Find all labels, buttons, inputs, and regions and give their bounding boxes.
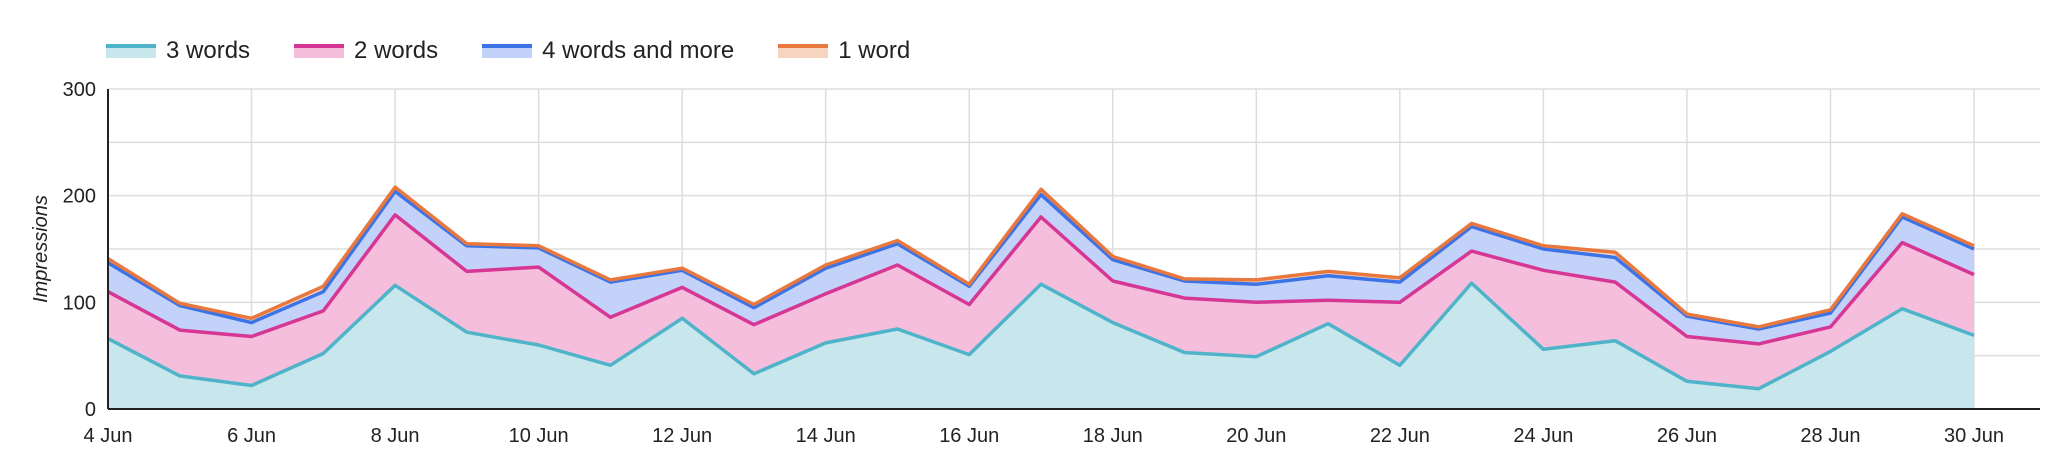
x-tick-label: 30 Jun	[1944, 425, 2004, 447]
area-2-words	[108, 214, 1974, 389]
x-tick-label: 24 Jun	[1513, 425, 1573, 447]
chart-lines	[107, 185, 1975, 391]
y-axis-title: Impressions	[30, 195, 52, 303]
series-line-4-words-and-more	[107, 189, 1975, 331]
x-tick-label: 12 Jun	[652, 425, 712, 447]
x-tick-label: 8 Jun	[371, 425, 420, 447]
y-tick-label: 200	[63, 186, 96, 208]
legend-label-2-words: 2 words	[354, 37, 439, 64]
legend-swatch-4-words-and-more	[482, 44, 533, 58]
x-tick-label: 14 Jun	[796, 425, 856, 447]
series-line-2-words	[107, 213, 1975, 346]
legend-swatch-3-words	[106, 44, 156, 58]
y-tick-label: 0	[85, 399, 96, 421]
x-tick-label: 26 Jun	[1657, 425, 1717, 447]
x-tick-label: 16 Jun	[939, 425, 999, 447]
legend-item-3-words[interactable]: 3 words	[106, 37, 250, 65]
x-tick-label: 22 Jun	[1370, 425, 1430, 447]
x-tick-label: 18 Jun	[1083, 425, 1143, 447]
legend-item-4-words-and-more[interactable]: 4 words and more	[482, 37, 734, 65]
series-line-3-words	[107, 281, 1975, 391]
legend-item-1-word[interactable]: 1 word	[778, 37, 910, 65]
x-tick-label: 6 Jun	[227, 425, 276, 447]
x-tick-label: 20 Jun	[1226, 425, 1286, 447]
legend-swatch-1-word	[778, 44, 829, 58]
x-tick-label: 10 Jun	[509, 425, 569, 447]
x-tick-label: 28 Jun	[1800, 425, 1860, 447]
x-axis-ticks: 4 Jun 6 Jun 8 Jun 10 Jun 12 Jun 14 Jun 16 Jun 1…	[84, 425, 2005, 447]
chart-legend: 3 words 2 words 4 words and more 1 word	[106, 34, 910, 68]
legend-label-1-word: 1 word	[838, 37, 911, 64]
series-line-1-word	[107, 185, 1975, 329]
chart-axes	[107, 89, 2040, 410]
legend-item-2-words[interactable]: 2 words	[294, 37, 438, 65]
legend-label-4-words-and-more: 4 words and more	[542, 37, 735, 64]
y-axis-ticks: 0 100 200 300	[63, 79, 96, 421]
legend-label-3-words: 3 words	[166, 37, 251, 64]
x-tick-label: 4 Jun	[84, 425, 133, 447]
area-4-words-and-more	[108, 191, 1974, 344]
legend-swatch-2-words	[294, 44, 345, 58]
area-3-words	[108, 283, 1974, 409]
chart-areas	[108, 187, 1974, 409]
y-tick-label: 300	[63, 79, 96, 101]
y-tick-label: 100	[63, 292, 96, 314]
